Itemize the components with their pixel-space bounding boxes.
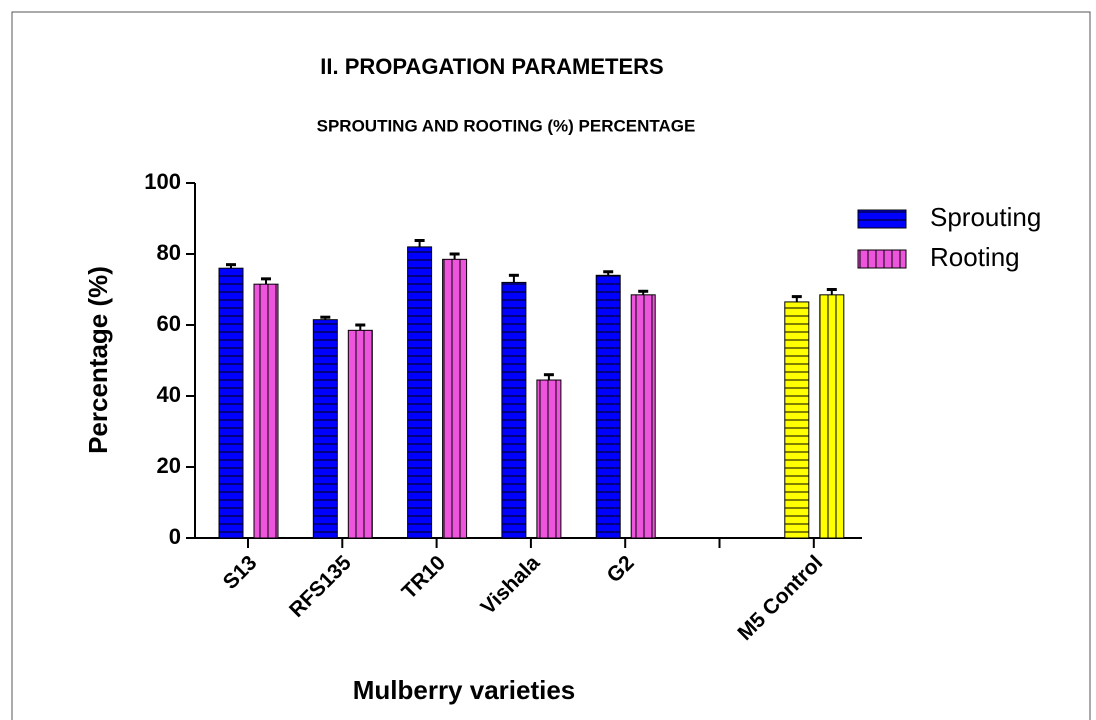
legend-label: Sprouting — [930, 202, 1041, 232]
y-tick-label: 60 — [157, 311, 181, 336]
bar — [218, 267, 244, 539]
bar — [595, 274, 621, 539]
bar — [407, 246, 433, 539]
error-bar — [638, 289, 649, 295]
x-tick-label: S13 — [219, 551, 262, 594]
error-bar — [791, 295, 802, 302]
y-tick-label: 20 — [157, 453, 181, 478]
legend-label: Rooting — [930, 242, 1020, 272]
error-bar — [543, 373, 554, 381]
chart-subtitle: SPROUTING AND ROOTING (%) PERCENTAGE — [317, 116, 696, 135]
bar — [253, 283, 279, 539]
frame — [11, 11, 1091, 720]
y-tick-label: 80 — [157, 240, 181, 265]
x-tick-label: M5 Control — [733, 551, 827, 645]
bar — [630, 294, 656, 539]
bar — [312, 319, 338, 539]
error-bar — [449, 252, 460, 260]
legend-swatch — [857, 249, 907, 269]
bar — [536, 379, 562, 539]
y-tick-label: 40 — [157, 382, 181, 407]
bar — [501, 281, 527, 539]
y-tick-label: 100 — [144, 169, 181, 194]
error-bar — [261, 277, 271, 285]
error-bar — [414, 239, 425, 247]
chart-title: II. PROPAGATION PARAMETERS — [320, 54, 663, 79]
bar — [442, 258, 468, 539]
error-bar — [226, 263, 236, 269]
y-tick-label: 0 — [169, 524, 181, 549]
error-bar — [355, 323, 366, 331]
error-bar — [508, 273, 519, 283]
y-axis-label: Percentage (%) — [83, 266, 113, 454]
x-tick-label: TR10 — [397, 551, 450, 604]
x-tick-label: RFS135 — [285, 551, 356, 622]
x-tick-label: Vishala — [476, 551, 544, 619]
bar — [819, 294, 845, 539]
bar — [347, 329, 373, 539]
error-bar — [603, 270, 614, 276]
x-tick-label: G2 — [603, 551, 639, 587]
legend-swatch — [857, 209, 907, 229]
x-axis-label: Mulberry varieties — [353, 675, 576, 705]
error-bar — [826, 288, 837, 295]
error-bar — [320, 315, 331, 320]
bar — [784, 301, 810, 539]
